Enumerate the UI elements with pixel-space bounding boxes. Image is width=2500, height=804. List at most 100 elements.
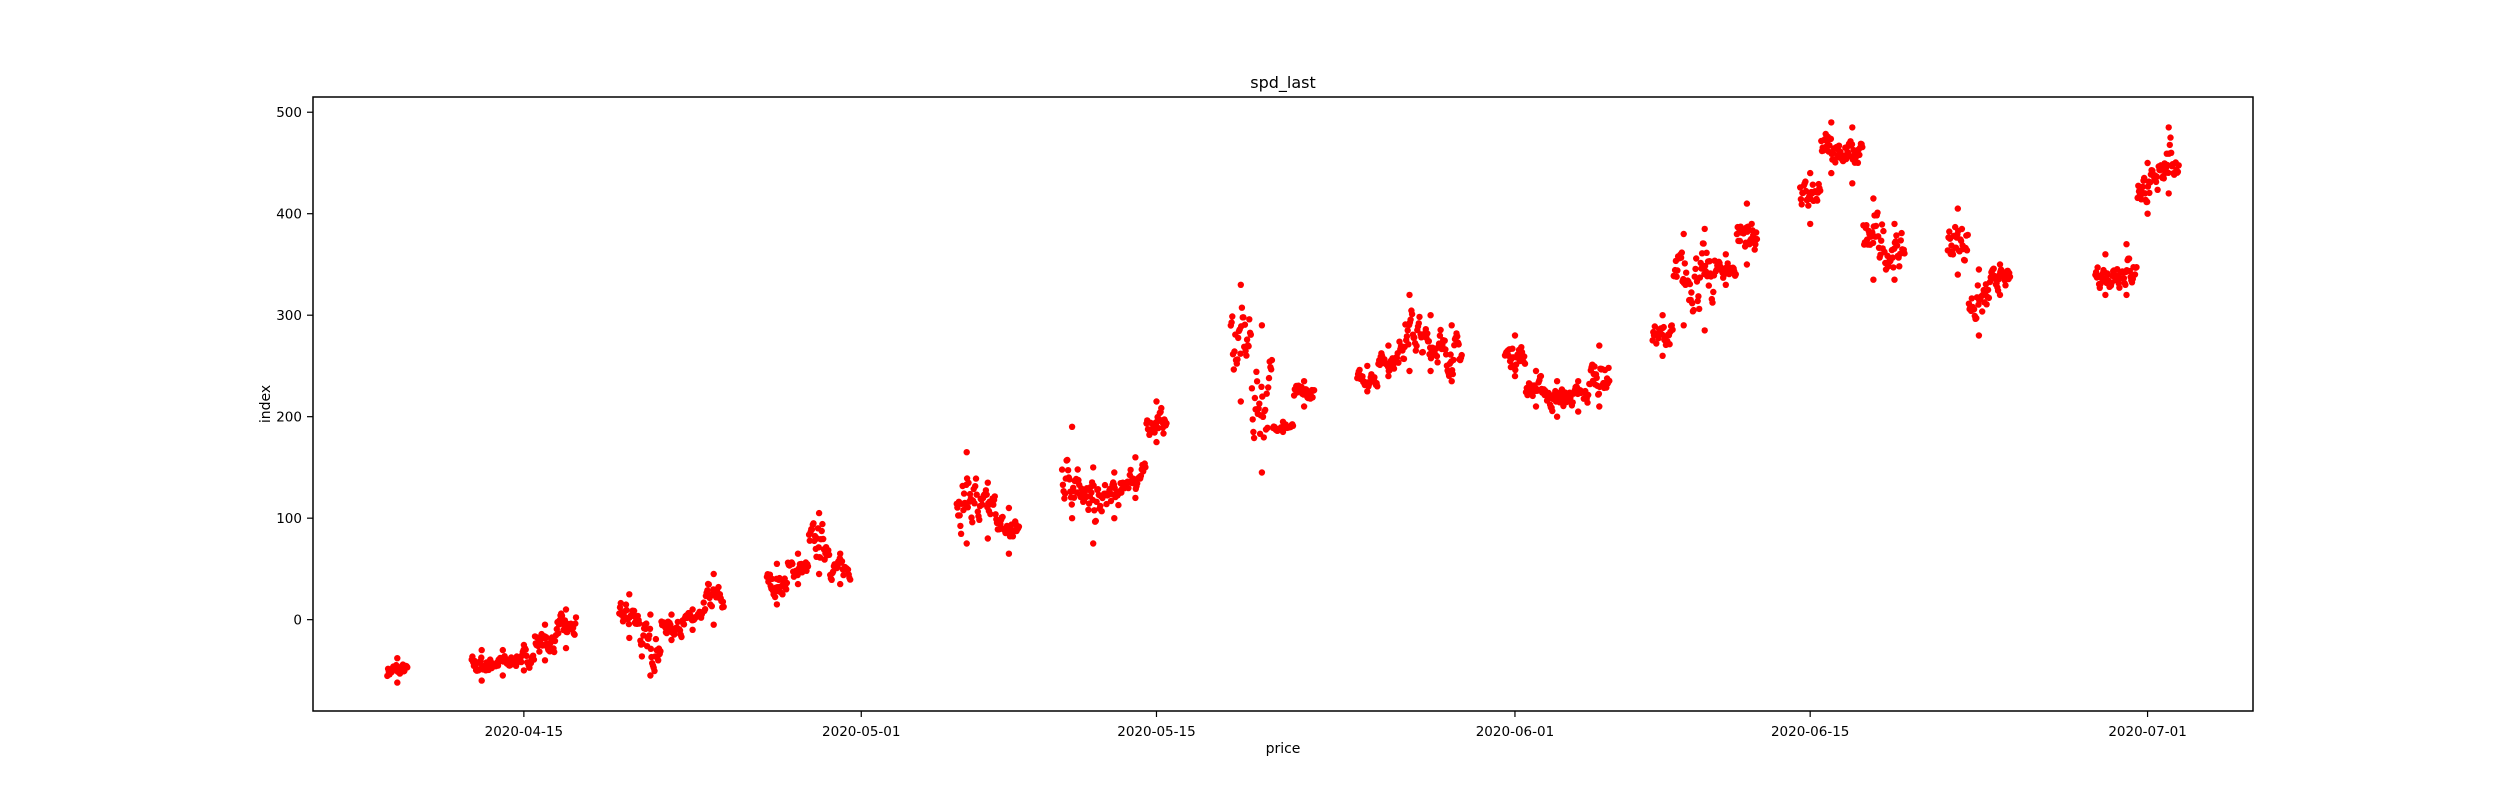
data-point <box>976 516 983 523</box>
data-point <box>626 634 633 642</box>
data-point <box>776 574 783 582</box>
plot-area-frame <box>312 96 2254 712</box>
data-point <box>1090 464 1097 471</box>
data-point <box>1974 282 1982 289</box>
data-point <box>1584 399 1591 406</box>
data-point <box>1406 291 1413 299</box>
data-point <box>1085 506 1092 513</box>
data-point <box>1869 239 1877 247</box>
data-point <box>562 606 570 613</box>
data-point <box>1511 372 1519 380</box>
data-point <box>630 607 638 615</box>
data-point <box>1996 261 2004 268</box>
data-point <box>1279 418 1287 425</box>
data-point <box>647 672 654 679</box>
data-point <box>1954 205 1962 212</box>
data-point <box>1249 416 1256 423</box>
data-point <box>957 530 965 537</box>
data-point <box>1826 142 1833 149</box>
data-point <box>1752 241 1759 248</box>
data-point <box>1250 434 1258 442</box>
data-point <box>701 606 709 613</box>
data-point <box>1127 466 1134 474</box>
data-point <box>2144 210 2151 217</box>
data-point <box>2102 251 2109 258</box>
data-point <box>844 566 852 573</box>
data-point <box>700 599 707 606</box>
data-point <box>1996 291 2004 299</box>
data-point <box>847 576 854 583</box>
data-point <box>1975 332 1983 339</box>
data-point <box>2146 189 2153 197</box>
data-point <box>1406 367 1413 375</box>
data-point <box>2174 168 2182 175</box>
data-point <box>773 601 781 608</box>
data-point <box>1068 501 1076 508</box>
data-point <box>1253 378 1261 385</box>
data-point <box>1596 403 1603 410</box>
data-point <box>1890 264 1897 271</box>
data-point <box>572 614 580 621</box>
data-point <box>1240 314 1247 321</box>
data-point <box>1097 502 1104 510</box>
data-point <box>1946 228 1953 235</box>
data-point <box>1893 242 1901 249</box>
data-point <box>636 620 643 627</box>
data-point <box>1454 333 1461 340</box>
data-point <box>1068 515 1076 522</box>
data-point <box>1748 220 1755 228</box>
data-point <box>1260 434 1268 441</box>
data-point <box>1449 370 1457 378</box>
data-point <box>1817 187 1824 194</box>
data-point <box>1070 484 1077 491</box>
data-point <box>1532 403 1540 410</box>
data-point <box>1575 408 1582 415</box>
data-point <box>1153 398 1160 405</box>
chart-title: spd_last <box>1250 73 1316 93</box>
data-point <box>1416 313 1423 321</box>
data-point <box>840 571 847 579</box>
data-point <box>1132 454 1139 461</box>
data-point <box>815 544 822 551</box>
data-point <box>678 633 685 641</box>
data-point <box>1228 319 1235 326</box>
data-point <box>571 631 578 638</box>
data-point <box>1680 230 1687 238</box>
data-points <box>384 119 2182 686</box>
data-point <box>963 540 970 547</box>
data-point <box>1848 141 1856 148</box>
data-point <box>1427 367 1434 375</box>
data-point <box>1090 540 1097 547</box>
data-point <box>646 625 654 632</box>
data-point <box>541 621 549 628</box>
data-point <box>1807 169 1814 177</box>
data-point <box>647 611 654 618</box>
data-point <box>1091 507 1098 514</box>
data-point <box>1258 469 1266 476</box>
data-point <box>1984 286 1992 294</box>
data-point <box>499 672 506 679</box>
data-point <box>1455 341 1462 348</box>
data-point <box>478 677 485 684</box>
data-point <box>1255 405 1262 412</box>
data-point <box>1828 169 1835 177</box>
data-point <box>715 583 722 591</box>
y-tick-label: 0 <box>293 613 302 629</box>
data-point <box>1693 255 1700 262</box>
data-point <box>1859 143 1866 151</box>
data-point <box>1237 350 1244 357</box>
data-point <box>1356 366 1363 374</box>
data-point <box>689 606 696 613</box>
data-point <box>1743 261 1751 268</box>
data-point <box>1709 299 1716 306</box>
data-point <box>1683 269 1690 276</box>
data-point <box>1234 356 1241 363</box>
data-point <box>651 667 658 675</box>
data-point <box>1407 316 1414 323</box>
data-point <box>1595 390 1603 397</box>
data-point <box>1088 489 1095 496</box>
data-point <box>1518 344 1525 351</box>
data-point <box>783 586 790 593</box>
data-point <box>1692 265 1699 273</box>
data-point <box>1700 240 1707 247</box>
